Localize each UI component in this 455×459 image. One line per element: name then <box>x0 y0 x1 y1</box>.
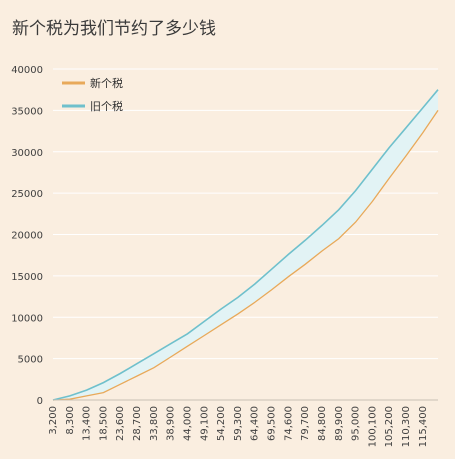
x-tick-label: 105,200 <box>384 406 395 447</box>
x-tick-label: 110,300 <box>401 406 412 447</box>
y-tick-label: 5000 <box>18 355 43 366</box>
x-tick-label: 89,900 <box>334 406 345 441</box>
x-tick-label: 23,600 <box>115 406 126 441</box>
chart-title: 新个税为我们节约了多少钱 <box>12 19 216 39</box>
series-line-1 <box>52 110 439 401</box>
x-tick-label: 69,500 <box>267 406 278 441</box>
x-tick-label: 95,000 <box>351 406 362 441</box>
y-tick-label: 20000 <box>11 231 43 242</box>
y-axis-ticks: 0 5000 10000 15000 20000 25000 30000 35000 40000 <box>11 65 43 407</box>
x-tick-label: 3,200 <box>48 406 59 435</box>
x-tick-label: 64,400 <box>250 406 261 441</box>
x-tick-label: 115,400 <box>418 406 429 447</box>
x-tick-label: 44,000 <box>182 406 193 441</box>
legend-label: 新个税 <box>90 76 123 90</box>
y-tick-label: 40000 <box>11 65 43 76</box>
y-tick-label: 30000 <box>11 148 43 159</box>
x-tick-label: 49,100 <box>199 406 210 441</box>
x-tick-label: 74,600 <box>283 406 294 441</box>
x-tick-label: 84,800 <box>317 406 328 441</box>
y-tick-label: 0 <box>37 396 43 407</box>
x-axis-ticks: 3,200 8,300 13,400 18,500 23,600 28,700 33,800… <box>48 406 429 447</box>
x-tick-label: 13,400 <box>82 406 93 441</box>
y-tick-label: 35000 <box>11 106 43 117</box>
x-tick-label: 59,300 <box>233 406 244 441</box>
gridlines <box>53 68 438 360</box>
x-tick-label: 38,900 <box>166 406 177 441</box>
y-tick-label: 25000 <box>11 189 43 200</box>
series-lines <box>52 89 439 401</box>
x-tick-label: 100,100 <box>367 406 378 447</box>
x-tick-label: 8,300 <box>65 406 76 435</box>
legend-label: 旧个税 <box>90 99 123 113</box>
savings-band <box>53 89 438 400</box>
y-tick-label: 15000 <box>11 272 43 283</box>
series-line-2 <box>52 89 439 401</box>
x-tick-label: 79,700 <box>300 406 311 441</box>
x-tick-label: 33,800 <box>149 406 160 441</box>
y-tick-label: 10000 <box>11 313 43 324</box>
x-tick-label: 54,200 <box>216 406 227 441</box>
x-tick-label: 28,700 <box>132 406 143 441</box>
x-tick-label: 18,500 <box>98 406 109 441</box>
